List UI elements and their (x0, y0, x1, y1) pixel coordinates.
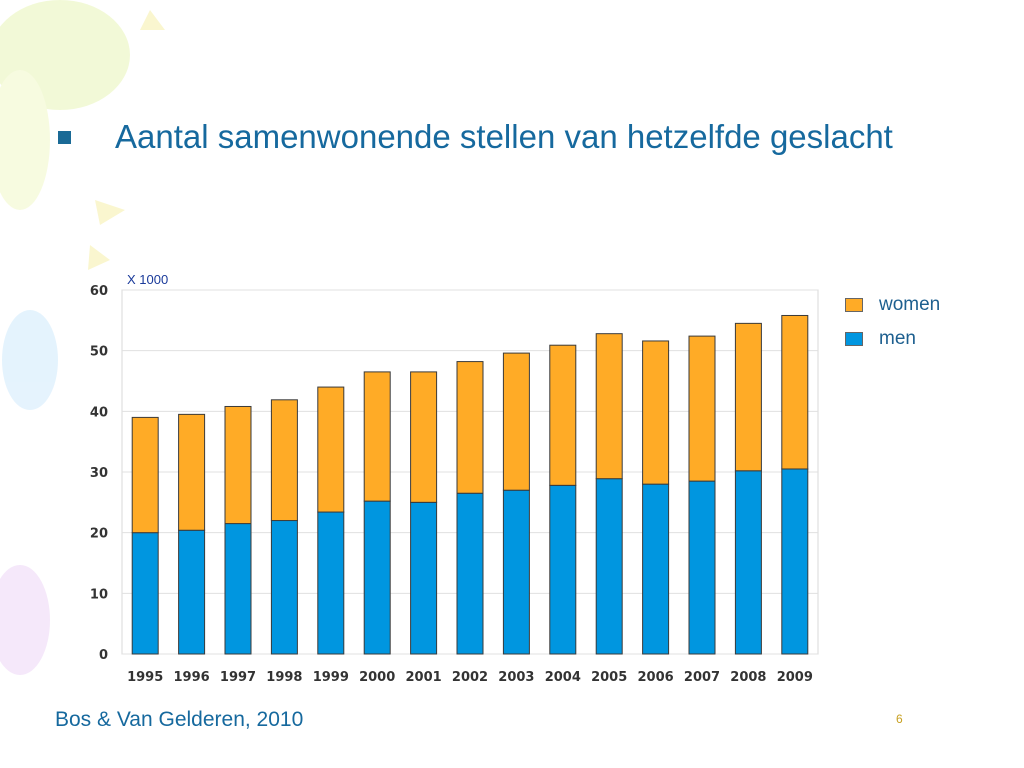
bar-men-2006 (642, 483, 670, 655)
x-tick-label: 2009 (777, 670, 813, 685)
bar-women-2009 (781, 314, 809, 470)
bar-women-2008 (734, 322, 762, 472)
bar-men-1999 (317, 511, 345, 655)
bar-women-1997 (224, 405, 252, 525)
bar-women-2000 (363, 371, 391, 502)
y-tick-label: 0 (99, 648, 108, 663)
x-tick-label: 1997 (220, 670, 256, 685)
axis-layer: 0 10 20 30 40 50 60 X 1000 1995 1996 1997 1998 1999 2… (90, 272, 813, 685)
x-tick-label: 2002 (452, 670, 488, 685)
decor-shape (88, 245, 110, 270)
x-tick-label: 2000 (359, 670, 395, 685)
source-citation: Bos & Van Gelderen, 2010 (55, 708, 304, 731)
x-tick-label: 1996 (174, 670, 210, 685)
bar-men-1995 (131, 532, 159, 655)
decor-shape (95, 200, 125, 225)
bar-women-1999 (317, 386, 345, 513)
bar-women-1996 (178, 413, 206, 531)
legend-label-women: women (879, 294, 941, 315)
x-tick-label: 1998 (266, 670, 302, 685)
y-tick-label: 30 (90, 466, 108, 481)
decor-shape (2, 310, 58, 410)
bullet-icon (58, 130, 71, 144)
decor-shape (0, 565, 50, 675)
legend: women men (845, 288, 940, 356)
x-tick-label: 1995 (127, 670, 163, 685)
bar-women-2007 (688, 335, 716, 482)
slide-title: Aantal samenwonende stellen van hetzelfd… (115, 118, 893, 155)
bar-men-1997 (224, 523, 252, 655)
legend-swatch-men (845, 332, 863, 346)
y-tick-label: 40 (90, 405, 108, 420)
y-tick-label: 50 (90, 345, 108, 360)
legend-item-women: women (845, 288, 940, 322)
y-tick-label: 20 (90, 527, 108, 542)
bar-women-2005 (595, 333, 623, 480)
legend-item-men: men (845, 322, 940, 356)
bar-men-1996 (178, 529, 206, 655)
legend-label-men: men (879, 328, 916, 349)
bar-men-2007 (688, 480, 716, 655)
decor-shape (140, 10, 165, 30)
y-unit-label: X 1000 (127, 272, 168, 287)
x-tick-label: 2005 (591, 670, 627, 685)
bar-men-2008 (734, 470, 762, 655)
x-tick-label: 2008 (730, 670, 766, 685)
bar-women-2006 (642, 340, 670, 485)
bar-men-2001 (410, 501, 438, 655)
bar-men-1998 (270, 520, 298, 655)
page-number: 6 (896, 712, 903, 726)
bar-women-2004 (549, 344, 577, 486)
x-tick-label: 2006 (638, 670, 674, 685)
legend-swatch-women (845, 298, 863, 312)
title-row: Aantal samenwonende stellen van hetzelfd… (58, 112, 893, 162)
x-tick-label: 2004 (545, 670, 581, 685)
bar-men-2000 (363, 500, 391, 655)
bar-men-2009 (781, 468, 809, 655)
x-tick-label: 2007 (684, 670, 720, 685)
y-tick-label: 60 (90, 284, 108, 299)
x-tick-label: 2001 (406, 670, 442, 685)
bar-women-2001 (410, 371, 438, 503)
bar-men-2004 (549, 484, 577, 655)
decor-shape (0, 70, 50, 210)
bar-women-1998 (270, 399, 298, 522)
x-tick-label: 2003 (498, 670, 534, 685)
x-tick-label: 1999 (313, 670, 349, 685)
bar-men-2003 (502, 489, 530, 655)
bar-women-2003 (502, 352, 530, 491)
y-tick-label: 10 (90, 587, 108, 602)
bar-men-2002 (456, 492, 484, 655)
bar-women-1995 (131, 416, 159, 534)
bar-women-2002 (456, 361, 484, 494)
bar-men-2005 (595, 478, 623, 655)
bars-layer (131, 314, 809, 655)
